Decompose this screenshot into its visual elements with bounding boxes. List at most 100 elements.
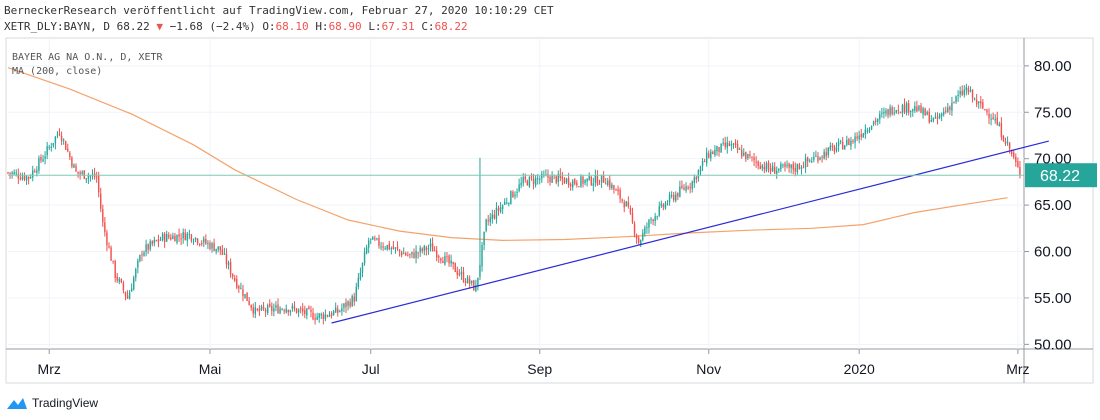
- candle: [990, 113, 992, 126]
- candle: [269, 299, 271, 308]
- candle: [501, 204, 504, 215]
- candle: [198, 243, 201, 247]
- candle: [157, 234, 160, 248]
- candle: [912, 108, 914, 117]
- time-tick-label: Mai: [199, 361, 222, 377]
- candle: [194, 237, 197, 243]
- candle: [786, 160, 788, 169]
- candle: [592, 177, 595, 192]
- footer-brand[interactable]: TradingView: [6, 396, 98, 410]
- candle: [402, 247, 405, 255]
- candle: [930, 114, 933, 123]
- candle: [782, 163, 784, 169]
- candle: [598, 179, 601, 185]
- candle: [549, 174, 551, 186]
- candle: [672, 191, 675, 203]
- candle: [1019, 160, 1021, 179]
- candle: [343, 303, 345, 313]
- candle: [456, 266, 459, 279]
- candle: [903, 98, 906, 115]
- candle: [604, 177, 607, 185]
- price-axis-labels: 80.00 75.00 70.00 65.00 60.00 55.00 50.00: [1024, 58, 1072, 353]
- candle: [355, 282, 358, 302]
- candle: [982, 99, 984, 110]
- candle: [687, 185, 689, 190]
- candle: [264, 307, 267, 318]
- candle: [221, 244, 224, 256]
- candle: [936, 112, 939, 125]
- candle: [656, 215, 658, 220]
- candle: [273, 303, 275, 317]
- candle: [510, 190, 512, 205]
- candle: [905, 101, 908, 116]
- candle: [582, 174, 584, 188]
- candle: [285, 304, 287, 314]
- candle: [584, 179, 586, 186]
- candle: [811, 157, 813, 164]
- candle: [677, 192, 679, 201]
- candle: [897, 104, 900, 115]
- time-axis-labels: Mrz Mai Jul Sep Nov 2020 Mrz: [38, 349, 1030, 377]
- candle: [304, 305, 306, 319]
- candle: [790, 163, 792, 174]
- candle: [417, 251, 419, 259]
- candle: [48, 144, 50, 151]
- candle: [724, 136, 726, 150]
- last-price-badge-label: 68.22: [1040, 168, 1080, 185]
- candle: [947, 103, 949, 114]
- candle: [326, 314, 329, 318]
- candle: [860, 128, 862, 141]
- candle: [392, 240, 395, 250]
- candle: [718, 146, 720, 157]
- candle: [924, 107, 926, 116]
- candle: [998, 121, 1001, 127]
- candle: [266, 303, 269, 315]
- candle: [83, 170, 85, 180]
- candle: [631, 207, 634, 224]
- candle: [973, 97, 976, 101]
- candle: [182, 228, 184, 244]
- candle: [374, 235, 376, 242]
- candle: [231, 273, 234, 280]
- candle: [471, 280, 473, 286]
- candle: [252, 303, 254, 318]
- price-chart[interactable]: 68.22 80.00 75.00 70.00 65.00 60.00 55.00 50.0…: [0, 0, 1100, 396]
- candle: [205, 234, 207, 246]
- candle: [978, 101, 980, 109]
- candles-layer: [7, 83, 1021, 325]
- candle: [367, 237, 370, 254]
- candle: [479, 157, 481, 281]
- candle: [499, 202, 502, 214]
- candle: [646, 222, 648, 234]
- candle: [213, 238, 215, 252]
- candle: [217, 246, 219, 253]
- candle: [409, 253, 411, 259]
- candle: [705, 147, 708, 167]
- candle: [446, 252, 448, 263]
- candle: [60, 131, 63, 146]
- candle: [174, 232, 176, 242]
- candle: [314, 313, 316, 325]
- candle: [864, 124, 867, 139]
- candle: [345, 298, 347, 314]
- candle: [341, 303, 343, 316]
- candle: [965, 83, 968, 96]
- candle: [703, 158, 706, 163]
- candle: [46, 141, 48, 160]
- candle: [137, 258, 139, 274]
- candle: [823, 148, 825, 160]
- candle: [813, 152, 815, 163]
- low-label: L:: [368, 20, 382, 33]
- candle: [980, 96, 982, 109]
- candle: [541, 170, 543, 183]
- candle: [485, 218, 487, 233]
- publish-info: BerneckerResearch veröffentlicht auf Tra…: [4, 4, 554, 17]
- candle: [986, 108, 988, 116]
- candle: [363, 247, 366, 266]
- candle: [751, 156, 753, 162]
- candle: [19, 172, 22, 181]
- candle: [967, 85, 970, 95]
- candle: [932, 117, 935, 123]
- candle: [464, 278, 467, 287]
- candle: [710, 149, 712, 162]
